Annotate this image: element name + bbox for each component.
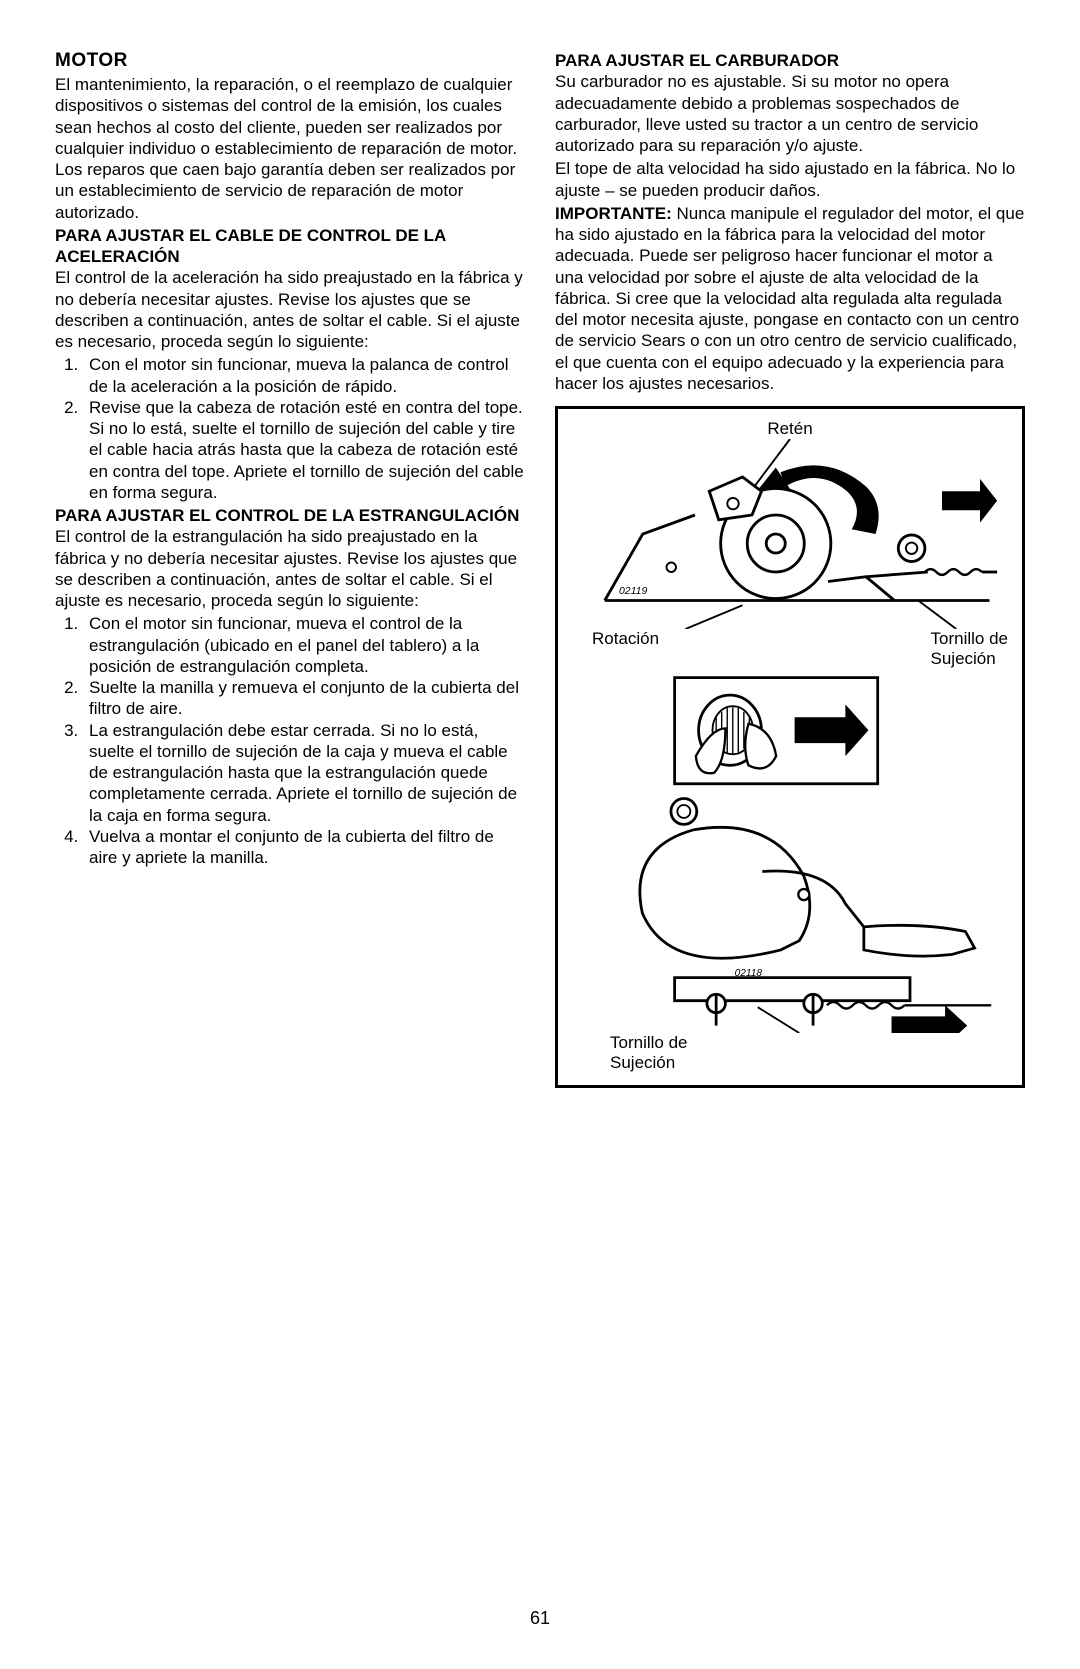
list-item: Revise que la cabeza de rotación esté en… [83, 397, 525, 503]
carburador-p1: Su carburador no es ajustable. Si su mot… [555, 71, 1025, 156]
heading-motor: MOTOR [55, 50, 525, 72]
figure-box: Retén [555, 406, 1025, 1088]
page-number: 61 [0, 1608, 1080, 1629]
label-tornillo-2: Tornillo de [610, 1033, 688, 1052]
heading-carburador: PARA AJUSTAR EL CARBURADOR [555, 50, 1025, 71]
part-number-1: 02119 [619, 586, 647, 597]
importante-label: IMPORTANTE: [555, 204, 672, 223]
label-sujecion-2: Sujeción [610, 1053, 675, 1072]
importante-text: Nunca manipule el regulador del motor, e… [555, 204, 1024, 393]
choke-bracket-diagram-icon: 02118 [566, 793, 1014, 1033]
choke-knob-diagram-icon [566, 673, 1014, 793]
label-rotacion: Rotación [592, 629, 659, 669]
estrangulacion-paragraph: El control de la estrangulación ha sido … [55, 526, 525, 611]
list-item: Vuelva a montar el conjunto de la cubier… [83, 826, 525, 869]
label-tornillo-1: Tornillo de [931, 629, 1009, 648]
heading-cable-control: PARA AJUSTAR EL CABLE DE CONTROL DE LA A… [55, 225, 525, 268]
list-item: La estrangulación debe estar cerrada. Si… [83, 720, 525, 826]
part-number-2: 02118 [735, 968, 763, 979]
carburador-p2: El tope de alta velocidad ha sido ajusta… [555, 158, 1025, 201]
heading-estrangulacion: PARA AJUSTAR EL CONTROL DE LA ESTRANGULA… [55, 505, 525, 526]
motor-paragraph: El mantenimiento, la reparación, o el re… [55, 74, 525, 223]
label-reten: Retén [767, 419, 812, 438]
cable-control-list: Con el motor sin funcionar, mueva la pal… [55, 354, 525, 503]
importante-paragraph: IMPORTANTE: Nunca manipule el regulador … [555, 203, 1025, 394]
cable-control-paragraph: El control de la aceleración ha sido pre… [55, 267, 525, 352]
throttle-diagram-icon: 02119 [566, 439, 1014, 629]
label-sujecion-1: Sujeción [931, 649, 996, 668]
list-item: Con el motor sin funcionar, mueva el con… [83, 613, 525, 677]
list-item: Suelte la manilla y remueva el conjunto … [83, 677, 525, 720]
left-column: MOTOR El mantenimiento, la reparación, o… [55, 50, 525, 1088]
estrangulacion-list: Con el motor sin funcionar, mueva el con… [55, 613, 525, 868]
right-column: PARA AJUSTAR EL CARBURADOR Su carburador… [555, 50, 1025, 1088]
list-item: Con el motor sin funcionar, mueva la pal… [83, 354, 525, 397]
